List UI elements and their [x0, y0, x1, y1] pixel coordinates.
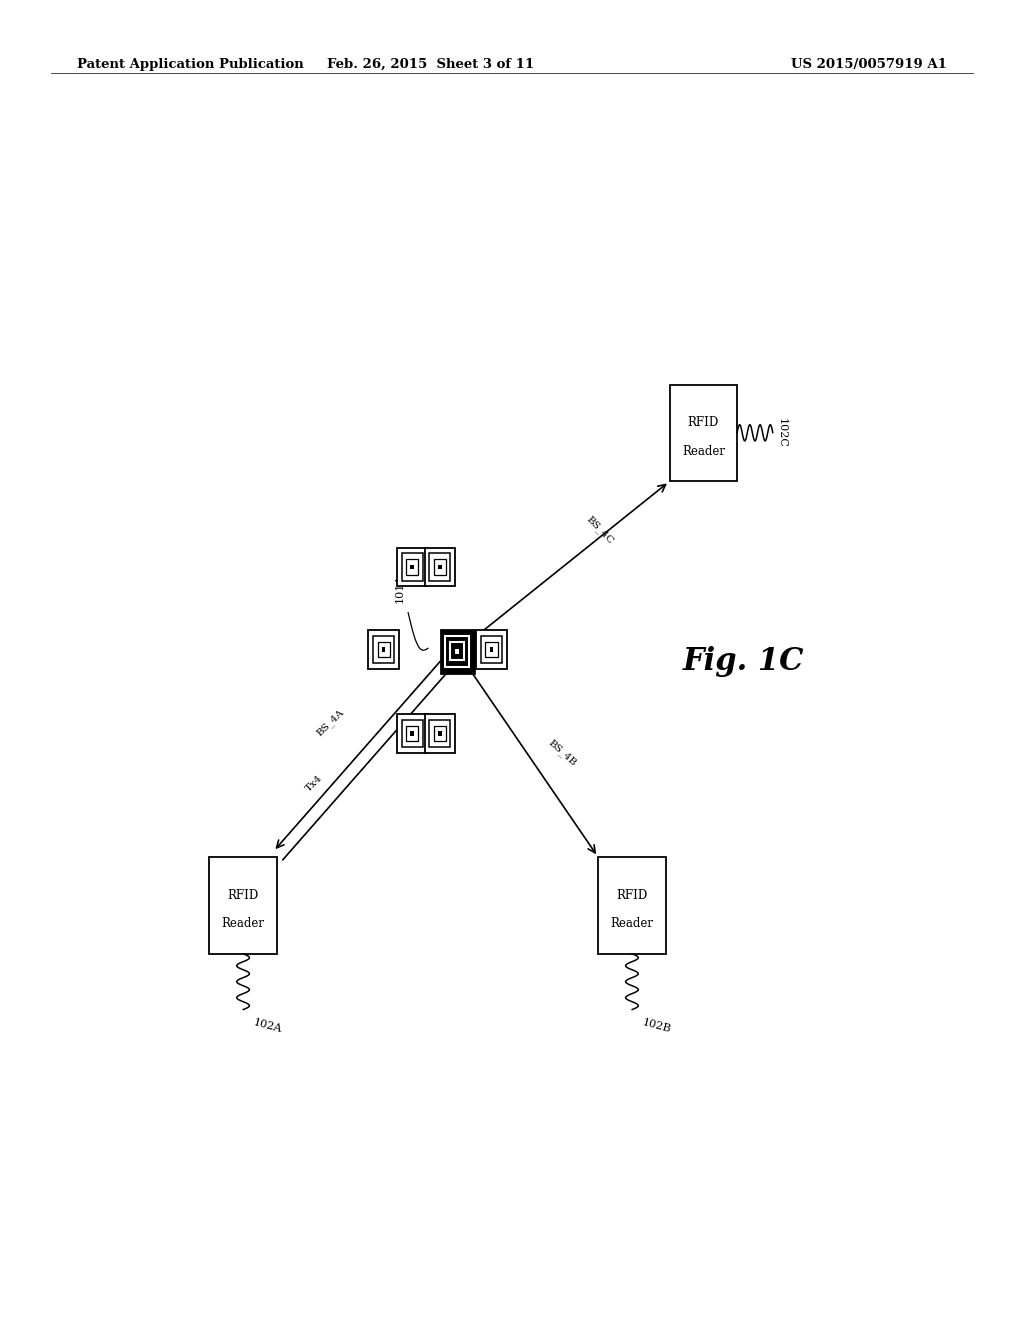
- Text: Fig. 1C: Fig. 1C: [682, 645, 804, 677]
- Bar: [401, 553, 423, 581]
- Bar: [411, 731, 414, 737]
- Text: RFID: RFID: [616, 888, 647, 902]
- Text: RFID: RFID: [227, 888, 259, 902]
- Bar: [401, 721, 423, 747]
- Bar: [209, 857, 276, 954]
- Text: Reader: Reader: [610, 917, 653, 931]
- Text: BS_4B: BS_4B: [547, 738, 579, 768]
- Bar: [397, 714, 427, 752]
- Bar: [598, 857, 666, 954]
- Bar: [429, 553, 451, 581]
- Bar: [481, 636, 502, 663]
- Bar: [456, 649, 460, 653]
- Bar: [438, 565, 441, 569]
- Text: Patent Application Publication: Patent Application Publication: [77, 58, 303, 71]
- Text: BS_4C: BS_4C: [585, 515, 615, 546]
- Text: RFID: RFID: [688, 416, 719, 429]
- Bar: [434, 726, 445, 742]
- Text: 102B: 102B: [641, 1018, 673, 1035]
- Bar: [451, 643, 464, 660]
- Bar: [476, 630, 507, 669]
- Bar: [425, 714, 455, 752]
- Bar: [407, 726, 418, 742]
- Text: Feb. 26, 2015  Sheet 3 of 11: Feb. 26, 2015 Sheet 3 of 11: [327, 58, 534, 71]
- Bar: [407, 560, 418, 574]
- Bar: [397, 548, 427, 586]
- Text: BS_4A: BS_4A: [314, 708, 346, 738]
- Bar: [485, 642, 498, 657]
- Bar: [429, 721, 451, 747]
- Text: Reader: Reader: [682, 445, 725, 458]
- Bar: [378, 642, 389, 657]
- Text: 102A: 102A: [253, 1018, 284, 1035]
- Bar: [425, 548, 455, 586]
- Bar: [373, 636, 394, 663]
- Bar: [445, 636, 469, 667]
- Text: Reader: Reader: [221, 917, 264, 931]
- Bar: [670, 384, 737, 480]
- Bar: [382, 647, 385, 652]
- Text: US 2015/0057919 A1: US 2015/0057919 A1: [792, 58, 947, 71]
- Bar: [440, 630, 474, 673]
- Bar: [411, 565, 414, 569]
- Bar: [438, 731, 441, 737]
- Bar: [369, 630, 398, 669]
- Text: 102C: 102C: [777, 418, 786, 447]
- Text: Tx4: Tx4: [304, 774, 325, 793]
- Bar: [434, 560, 445, 574]
- Text: 101A: 101A: [394, 573, 404, 602]
- Bar: [489, 647, 494, 652]
